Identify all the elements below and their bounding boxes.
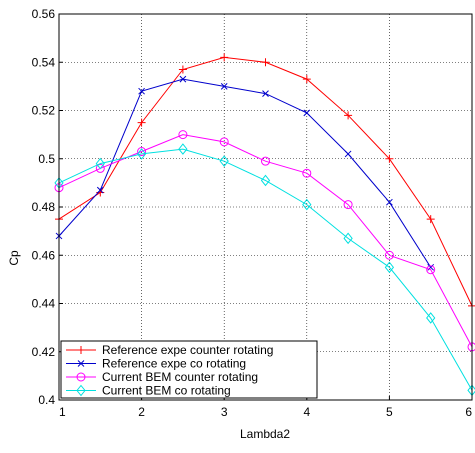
- data-point: [303, 109, 311, 117]
- y-axis-label: Cp: [7, 250, 21, 266]
- legend-label: Current BEM counter rotating: [102, 370, 258, 384]
- legend-box: [60, 340, 318, 399]
- y-tick-label: 0.56: [32, 7, 56, 21]
- data-point: [138, 87, 145, 95]
- legend: Reference expe counter rotatingReference…: [60, 340, 318, 399]
- series-line: [58, 148, 473, 391]
- y-tick-label: 0.4: [38, 393, 55, 407]
- legend-item: Current BEM counter rotating: [66, 370, 258, 384]
- data-point: [385, 154, 394, 163]
- data-point: [344, 150, 352, 158]
- data-point: [344, 111, 353, 120]
- data-point: [179, 75, 187, 83]
- data-point: [426, 312, 436, 324]
- x-tick-label: 6: [465, 405, 472, 419]
- x-tick-label: 3: [221, 405, 228, 419]
- data-point: [261, 58, 270, 67]
- data-point: [302, 198, 312, 211]
- data-point: [137, 147, 147, 157]
- x-tick-label: 4: [303, 405, 310, 419]
- data-point: [96, 186, 104, 194]
- data-point: [260, 174, 271, 187]
- x-tick-label: 5: [386, 405, 393, 419]
- data-point: [219, 137, 229, 147]
- data-point: [384, 261, 395, 274]
- data-point: [219, 155, 229, 167]
- y-tick-label: 0.44: [32, 297, 56, 311]
- series-layer: [54, 53, 475, 397]
- data-point: [302, 168, 312, 178]
- data-point: [343, 200, 353, 210]
- legend-item: Reference expe co rotating: [66, 357, 246, 371]
- data-point: [426, 215, 435, 224]
- legend-label: Current BEM co rotating: [102, 384, 231, 398]
- y-tick-label: 0.5: [38, 152, 55, 166]
- y-tick-label: 0.48: [32, 200, 56, 214]
- y-tick-label: 0.46: [32, 248, 56, 262]
- data-point: [302, 75, 311, 84]
- legend-swatch-marker: [76, 384, 86, 397]
- legend-swatch-marker: [77, 360, 85, 367]
- y-tick-label: 0.52: [32, 104, 56, 118]
- plot-area: [59, 14, 472, 400]
- data-point: [262, 90, 269, 97]
- data-point: [386, 198, 393, 206]
- x-tick-label: 1: [59, 405, 66, 419]
- x-tick-label: 2: [138, 405, 145, 419]
- data-point: [136, 148, 147, 160]
- legend-swatch-marker: [76, 372, 86, 382]
- data-point: [137, 118, 146, 127]
- plot-frame: [58, 13, 473, 401]
- data-point: [261, 156, 270, 166]
- y-tick-label: 0.42: [32, 345, 56, 359]
- legend-item: Reference expe counter rotating: [66, 343, 273, 357]
- x-axis-label: Lambda2: [240, 427, 290, 441]
- data-point: [95, 163, 105, 173]
- data-point: [178, 130, 188, 140]
- legend-label: Reference expe counter rotating: [102, 343, 273, 357]
- data-point: [178, 65, 187, 74]
- y-ticks: 0.4 0.42 0.44 0.46 0.48 0.5 0.52 0.54 0.56: [32, 7, 63, 407]
- data-point: [220, 53, 229, 62]
- data-point: [343, 232, 353, 245]
- legend-swatch-marker: [77, 346, 85, 354]
- data-point: [95, 157, 105, 170]
- legend-item: Current BEM co rotating: [66, 384, 231, 398]
- data-point: [384, 250, 394, 260]
- data-point: [178, 143, 188, 155]
- legend-label: Reference expe co rotating: [102, 357, 246, 371]
- data-point: [426, 265, 436, 275]
- y-tick-label: 0.54: [32, 55, 56, 69]
- series-line: [58, 78, 432, 268]
- data-point: [220, 83, 228, 90]
